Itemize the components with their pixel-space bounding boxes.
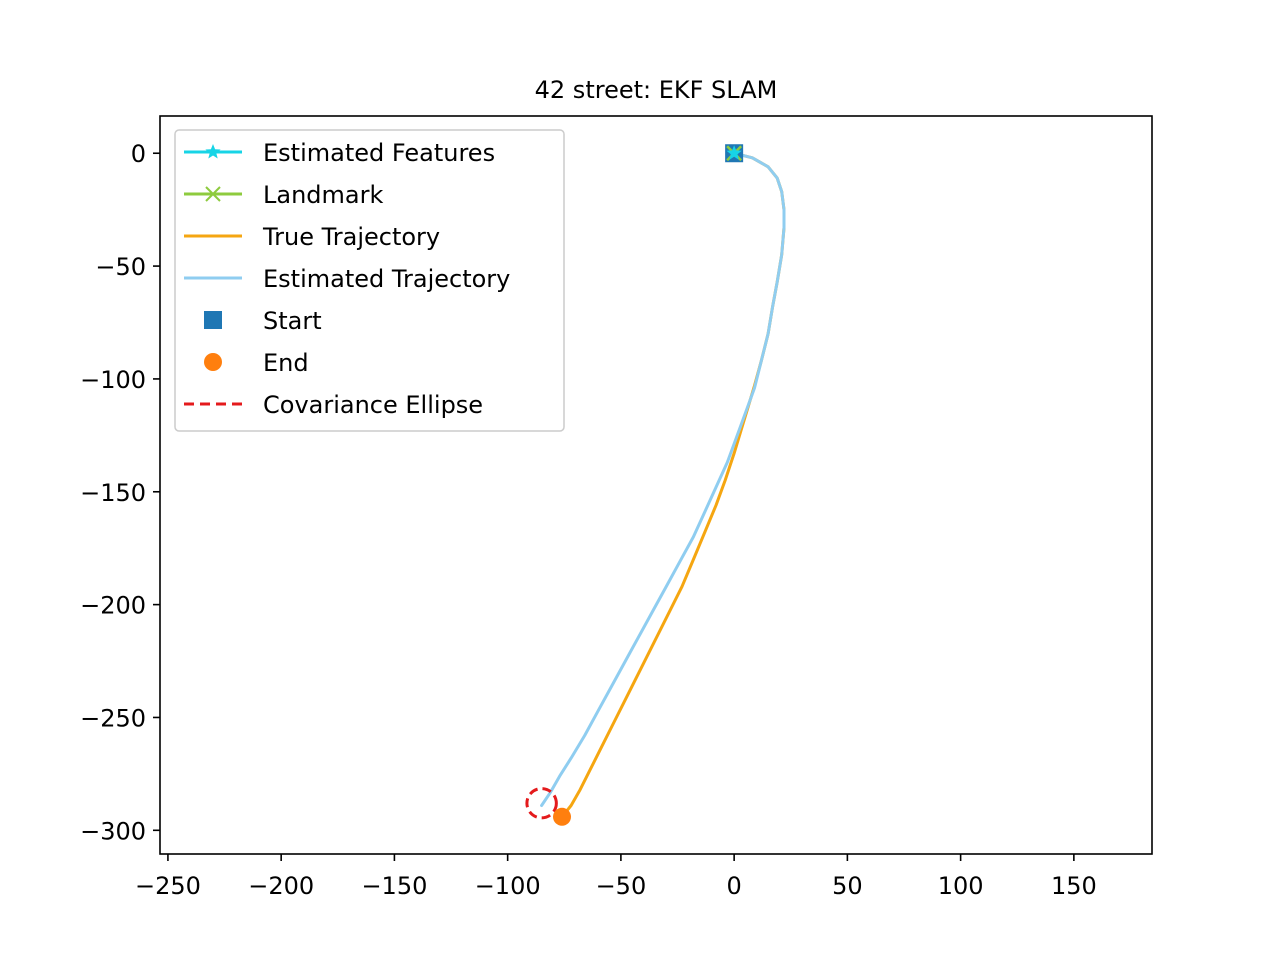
legend-entry: Landmark (184, 181, 383, 209)
legend-label: Estimated Features (263, 139, 495, 167)
legend-entry: True Trajectory (184, 223, 440, 251)
covariance-ellipse (525, 787, 558, 820)
y-tick-label: −200 (80, 592, 146, 620)
y-tick-label: −150 (80, 479, 146, 507)
legend-label: End (263, 349, 309, 377)
legend-label: True Trajectory (262, 223, 440, 251)
axes: −250 −200 −150 −100 −50 0 50 100 150 0 −50 −100 −150… (80, 115, 1153, 900)
end-marker (553, 807, 572, 826)
y-tick-label: 0 (131, 140, 146, 168)
chart-title: 42 street: EKF SLAM (535, 76, 778, 104)
y-tick-label: −300 (80, 817, 146, 845)
y-tick-label: −50 (95, 253, 146, 281)
legend-entry: Estimated Trajectory (184, 265, 510, 293)
legend-label: Start (263, 307, 322, 335)
x-tick-label: −100 (475, 872, 541, 900)
axes-frame (159, 115, 1153, 855)
x-tick-label: −50 (596, 872, 647, 900)
x-tick-label: −200 (248, 872, 314, 900)
estimated-feature-marker (726, 145, 742, 160)
x-tick-label: −150 (361, 872, 427, 900)
legend-entry: Estimated Features (184, 139, 495, 167)
legend-entry: Covariance Ellipse (184, 391, 483, 419)
x-tick-label: 100 (938, 872, 984, 900)
legend-box (174, 129, 565, 432)
y-tick-label: −250 (80, 704, 146, 732)
legend-entry: End (204, 349, 309, 377)
legend-label: Covariance Ellipse (263, 391, 483, 419)
legend-label: Landmark (263, 181, 383, 209)
legend-circle-marker (204, 353, 222, 371)
legend-star-marker (205, 144, 221, 159)
legend-label: Estimated Trajectory (263, 265, 510, 293)
x-tick-label: 150 (1051, 872, 1097, 900)
plot-area (525, 144, 786, 826)
legend-square-marker (204, 311, 222, 329)
series-line-estimated-trajectory (540, 151, 786, 807)
legend-entry: Start (204, 307, 322, 335)
x-tick-label: 0 (726, 872, 741, 900)
x-tick-label: 50 (832, 872, 863, 900)
x-tick-label: −250 (135, 872, 201, 900)
legend: Estimated Features Landmark True Trajector… (174, 129, 565, 432)
legend-x-marker (205, 186, 221, 202)
y-tick-label: −100 (80, 366, 146, 394)
